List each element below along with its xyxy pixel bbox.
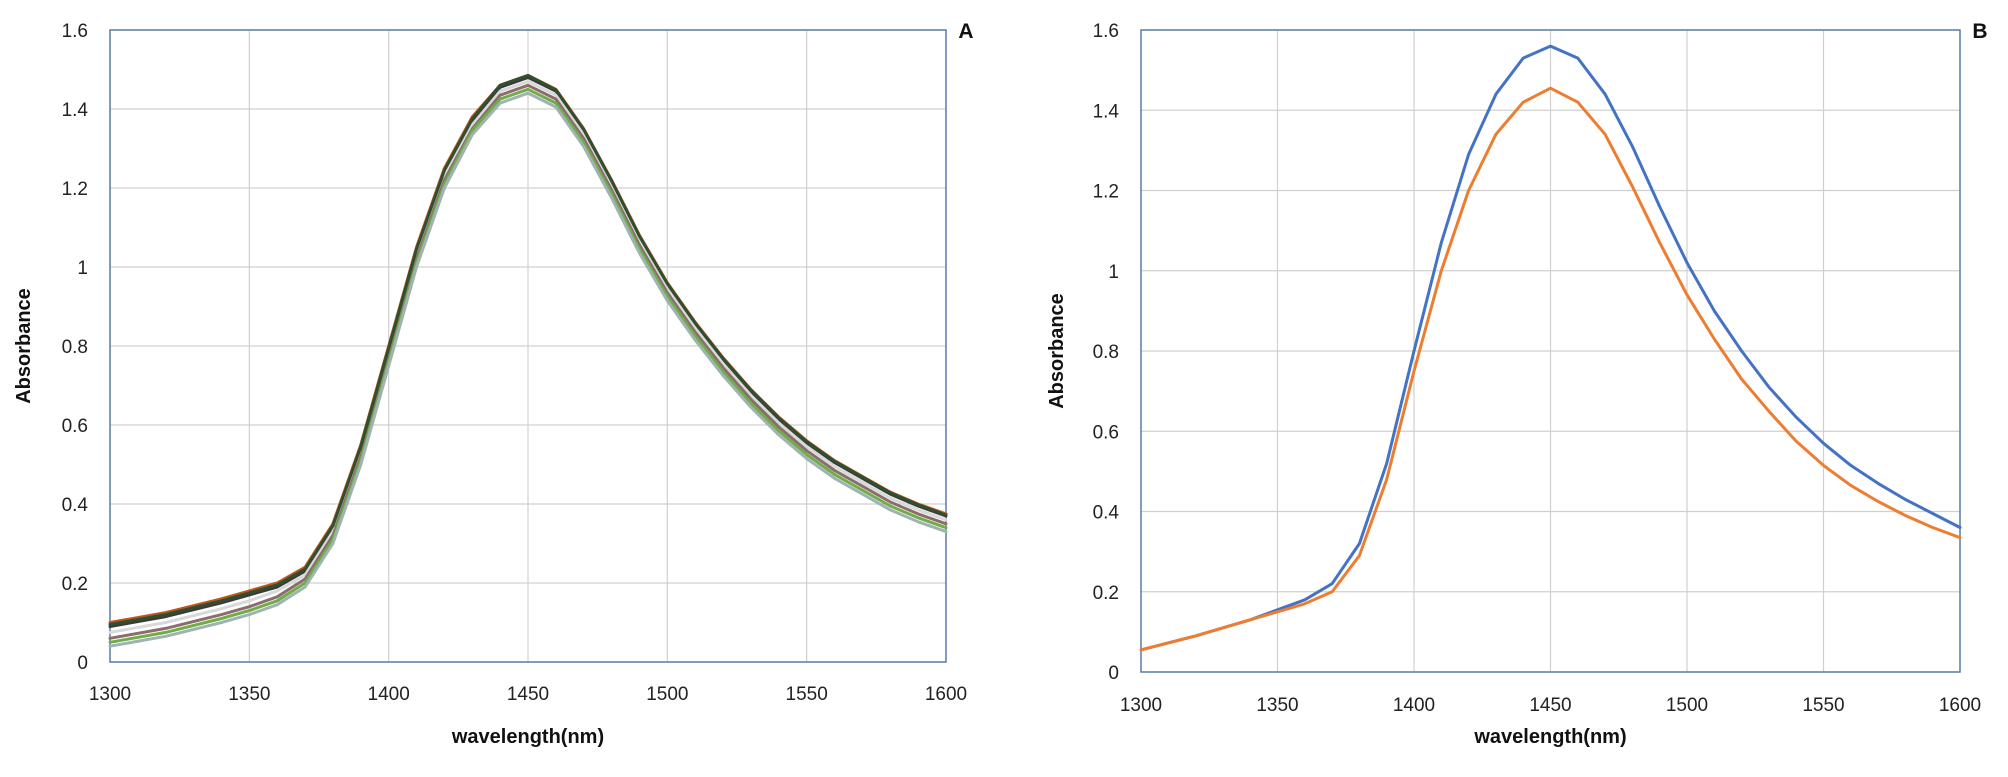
y-tick-label: 1.4 [62,100,89,121]
y-tick-label: 1 [1108,262,1119,283]
y-tick-label: 0 [1108,663,1119,684]
y-tick-label: 0.4 [62,495,89,516]
y-tick-label: 0.4 [1093,503,1120,524]
x-tick-label: 1500 [646,684,688,705]
x-tick-label: 1300 [1120,695,1162,716]
x-tick-label: 1350 [1256,695,1298,716]
x-tick-label: 1550 [1802,695,1844,716]
panel-b: 1300 1350 1400 1450 1500 1550 1600 0 0.2 0.4 0.6 0.… [1046,20,1988,748]
panel-a: 1300 1350 1400 1450 1500 1550 1600 0 0.2 0.4 0.6 0.… [13,20,974,748]
series-line-3 [108,79,948,634]
x-tick-label: 1550 [786,684,828,705]
x-tick-label: 1500 [1666,695,1708,716]
x-tick-label: 1300 [89,684,131,705]
y-tick-label: 0.6 [1093,422,1119,443]
y-tick-label: 1.6 [1093,21,1119,42]
plot-frame [1140,29,1961,673]
y-axis-title: Absorbance [13,288,35,404]
y-tick-label: 1.2 [62,179,88,200]
x-tick-label: 1350 [228,684,270,705]
y-tick-label: 0.8 [62,337,88,358]
x-tick-label: 1400 [368,684,410,705]
panel-label: B [1972,20,1987,43]
x-tick-label: 1450 [507,684,549,705]
y-tick-label: 0.2 [1093,583,1119,604]
y-tick-label: 0.8 [1093,342,1119,363]
series-line-4 [108,83,948,640]
series-line-5 [108,87,948,644]
y-axis-title: Absorbance [1046,293,1068,409]
x-axis-title: wavelength(nm) [451,726,604,748]
x-tick-label: 1600 [925,684,967,705]
panel-label: A [958,20,973,43]
x-tick-label: 1400 [1393,695,1435,716]
x-tick-label: 1450 [1529,695,1571,716]
y-tick-label: 0 [77,653,88,674]
y-tick-label: 1.4 [1093,101,1120,122]
y-tick-label: 1.6 [62,21,88,42]
series-line-1 [1139,44,1962,652]
y-tick-label: 1.2 [1093,182,1119,203]
plot-frame [109,29,947,663]
series-line-6 [108,91,948,648]
series-line-2 [1139,86,1962,652]
y-tick-label: 1 [77,258,88,279]
x-tick-label: 1600 [1939,695,1981,716]
y-tick-label: 0.6 [62,416,88,437]
x-axis-title: wavelength(nm) [1473,726,1626,748]
y-tick-label: 0.2 [62,574,88,595]
series-line-7 [108,73,948,626]
